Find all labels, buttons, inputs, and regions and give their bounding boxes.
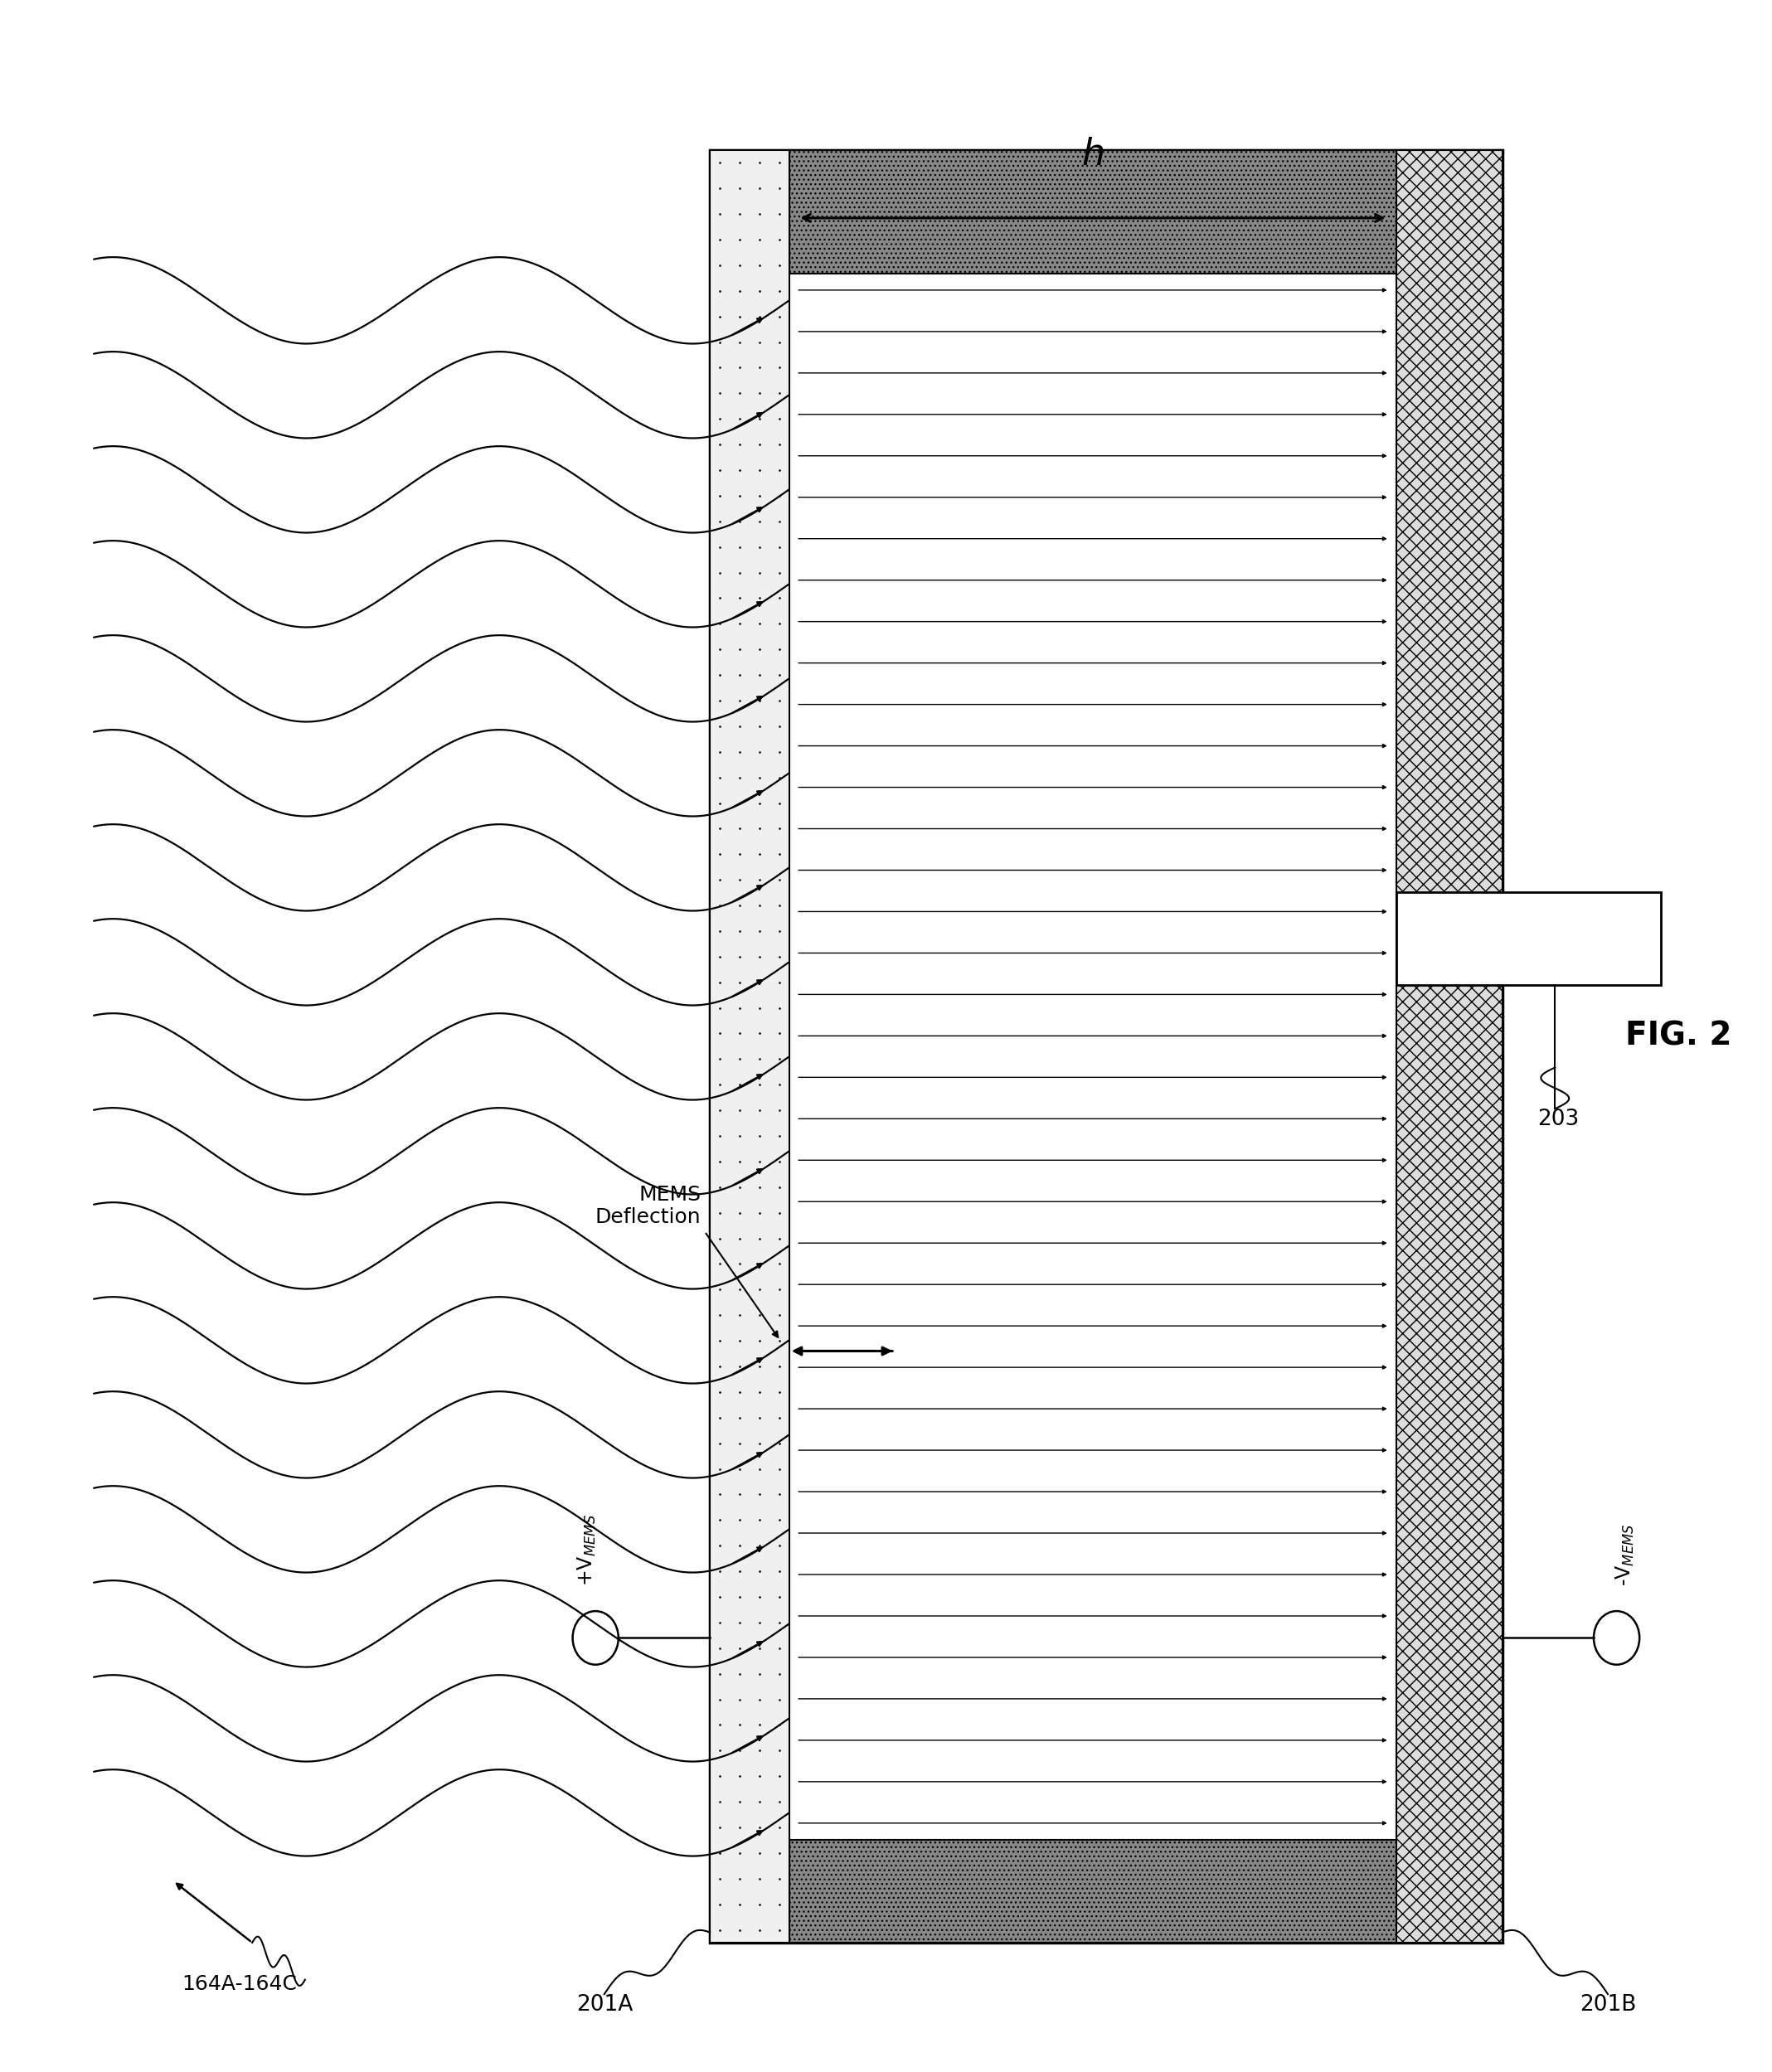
Text: 201A: 201A — [576, 1993, 633, 2016]
Bar — [789, 1840, 1503, 1944]
Bar — [789, 274, 1396, 1840]
Text: +V$_{MEMS}$: +V$_{MEMS}$ — [576, 1515, 597, 1587]
Bar — [1396, 893, 1660, 984]
Text: $h$: $h$ — [1081, 137, 1104, 172]
Bar — [711, 149, 789, 1944]
Bar — [789, 149, 1503, 274]
Bar — [711, 149, 1503, 1944]
Text: 201B: 201B — [1579, 1993, 1636, 2016]
Text: 164A-164C: 164A-164C — [183, 1975, 298, 1993]
Text: -V$_{MEMS}$: -V$_{MEMS}$ — [1614, 1523, 1636, 1587]
Bar — [1396, 149, 1503, 1944]
Text: FIG. 2: FIG. 2 — [1625, 1019, 1731, 1053]
Text: 203: 203 — [1538, 1109, 1579, 1131]
Text: MEMS
Deflection: MEMS Deflection — [595, 1185, 702, 1227]
